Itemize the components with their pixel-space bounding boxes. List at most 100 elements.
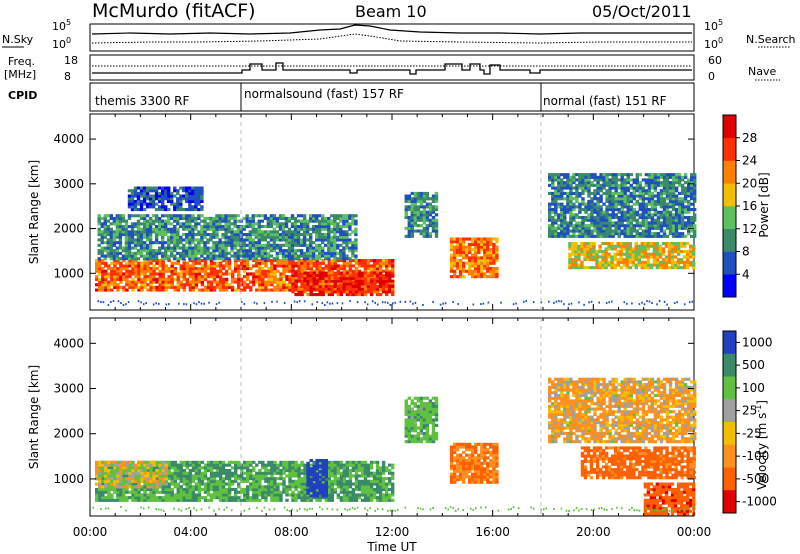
echo-cell	[608, 213, 612, 217]
echo-cell	[428, 208, 433, 212]
echo-cell	[495, 253, 499, 257]
echo-cell	[333, 214, 337, 218]
echo-cell	[206, 254, 210, 258]
echo-cell	[119, 272, 123, 276]
echo-cell	[605, 175, 609, 179]
echo-cell	[419, 229, 424, 233]
echo-cell	[256, 302, 258, 305]
echo-cell	[602, 186, 606, 190]
echo-cell	[608, 199, 612, 203]
echo-cell	[690, 229, 694, 233]
echo-cell	[336, 276, 340, 280]
echo-cell	[170, 482, 174, 486]
echo-cell	[191, 191, 195, 195]
echo-cell	[674, 178, 679, 182]
echo-cell	[112, 238, 117, 242]
echo-cell	[263, 246, 268, 250]
echo-cell	[318, 257, 322, 261]
echo-cell	[272, 233, 277, 237]
echo-cell	[151, 219, 156, 223]
echo-cell	[596, 191, 600, 195]
echo-cell	[124, 227, 129, 231]
echo-cell	[360, 261, 365, 265]
echo-cell	[324, 216, 328, 220]
echo-cell	[103, 241, 107, 245]
echo-cell	[179, 197, 183, 201]
echo-cell	[315, 230, 319, 234]
echo-cell	[239, 238, 243, 242]
echo-cell	[557, 205, 561, 209]
echo-cell	[568, 263, 572, 267]
echo-cell	[148, 249, 153, 253]
echo-cell	[548, 213, 552, 217]
echo-cell	[455, 240, 460, 244]
echo-cell	[596, 216, 600, 220]
echo-cell	[200, 269, 205, 273]
echo-cell	[263, 225, 268, 229]
echo-cell	[324, 219, 328, 223]
echo-cell	[318, 254, 322, 258]
echo-cell	[176, 288, 180, 292]
echo-cell	[224, 285, 229, 289]
echo-cell	[276, 300, 278, 303]
echo-cell	[345, 241, 349, 245]
echo-cell	[143, 264, 147, 268]
echo-cell	[119, 498, 123, 502]
echo-cell	[391, 284, 395, 288]
echo-cell	[249, 272, 253, 276]
echo-cell	[188, 216, 192, 220]
echo-cell	[161, 238, 165, 242]
echo-cell	[554, 194, 558, 198]
echo-cell	[345, 264, 350, 268]
echo-cell	[263, 249, 268, 253]
echo-cell	[182, 267, 186, 271]
echo-cell	[330, 259, 334, 263]
echo-cell	[145, 225, 150, 229]
echo-cell	[179, 202, 183, 206]
echo-cell	[142, 243, 147, 247]
echo-cell	[117, 300, 120, 303]
echo-cell	[602, 183, 606, 187]
y-tick-label: 1000	[53, 266, 84, 280]
echo-cell	[136, 238, 141, 242]
echo-cell	[608, 189, 612, 193]
echo-cell	[143, 493, 147, 497]
echo-cell	[234, 259, 238, 263]
echo-cell	[176, 275, 180, 279]
echo-cell	[357, 293, 362, 297]
echo-cell	[668, 232, 673, 236]
echo-cell	[164, 225, 168, 229]
echo-cell	[164, 219, 168, 223]
echo-cell	[626, 178, 630, 182]
echo-cell	[173, 471, 177, 475]
echo-cell	[167, 230, 171, 234]
echo-cell	[500, 301, 502, 304]
echo-cell	[659, 226, 664, 230]
echo-cell	[236, 230, 240, 234]
echo-cell	[149, 269, 153, 273]
echo-cell	[115, 222, 120, 226]
cpid-mode-2: normalsound (fast) 157 RF	[244, 87, 404, 101]
echo-cell	[345, 284, 350, 288]
echo-cell	[687, 216, 691, 220]
echo-cell	[668, 205, 673, 209]
echo-cell	[167, 186, 171, 190]
echo-cell	[661, 263, 666, 267]
echo-cell	[333, 287, 337, 291]
echo-cell	[689, 250, 693, 254]
echo-cell	[605, 216, 609, 220]
echo-cell	[635, 232, 639, 236]
echo-cell	[646, 258, 651, 262]
echo-cell	[595, 250, 599, 254]
echo-cell	[312, 219, 316, 223]
echo-cell	[679, 242, 684, 246]
echo-cell	[432, 300, 434, 303]
echo-cell	[142, 303, 145, 306]
echo-cell	[136, 197, 141, 201]
echo-cell	[673, 266, 678, 270]
echo-cell	[604, 258, 608, 262]
echo-cell	[173, 227, 177, 231]
echo-cell	[635, 173, 639, 177]
echo-cell	[124, 222, 129, 226]
echo-cell	[610, 260, 614, 264]
